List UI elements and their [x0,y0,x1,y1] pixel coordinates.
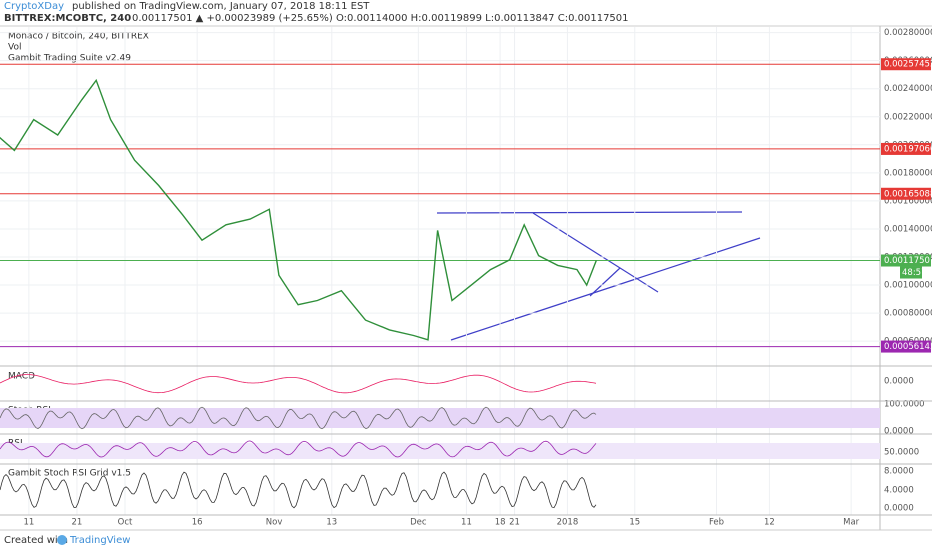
y-tick-label: 0.00100000 [884,281,932,291]
level-box [881,142,931,155]
pane-tick: 0.0000 [884,504,914,514]
ohlc: 0.00117501 ▲ +0.00023989 (+25.65%) O:0.0… [132,13,629,24]
rsi-line [0,440,597,458]
pane-tick: 0.0000 [884,377,914,387]
pane-tick: 100.0000 [884,400,925,410]
legend-suite: Gambit Trading Suite v2.49 [8,54,131,64]
x-tick-label: 12 [764,518,775,528]
level-label: 0.00197060 [884,144,932,154]
countdown-box [900,266,922,279]
x-tick-label: 11 [23,518,34,528]
stoch-band [0,408,880,428]
x-tick-label: 2018 [557,518,579,528]
pane-title: MACD [8,372,35,382]
pane-tick: 8.0000 [884,467,914,477]
symbol: BITTREX:MCOBTC, 240 [4,13,131,24]
pane-tick: 4.0000 [884,486,914,496]
x-tick-label: Nov [266,518,283,528]
legend-pair: Monaco / Bitcoin, 240, BITTREX [8,32,149,42]
level-label: 0.00117501 [884,256,932,266]
x-tick-label: 13 [326,518,337,528]
author[interactable]: CryptoXDay [4,1,64,12]
level-label: 0.00165088 [884,189,932,199]
y-tick-label: 0.00180000 [884,168,932,178]
x-tick-label: 21 [72,518,83,528]
level-box [881,187,931,200]
level-label: 0.00056145 [884,342,932,352]
stoch-line [0,406,597,430]
countdown: 48:57 [902,268,927,278]
trend-line [450,237,761,341]
y-tick-label: 0.00080000 [884,309,932,319]
macd-line [0,374,597,394]
x-tick-label: 15 [629,518,640,528]
pane-tick: 0.0000 [884,427,914,437]
level-label: 0.00257452 [884,60,932,70]
x-tick-label: Dec [410,518,427,528]
x-tick-label: 21 [509,518,520,528]
y-tick-label: 0.00280000 [884,28,932,38]
trend-line [589,267,621,297]
rsi-band [0,443,880,459]
legend-vol: Vol [8,43,21,53]
x-tick-label: Mar [843,518,860,528]
tv-logo [57,535,67,545]
x-tick-label: 16 [192,518,203,528]
x-tick-label: 18 [495,518,506,528]
x-tick-label: 11 [461,518,472,528]
x-tick-label: Oct [118,518,133,528]
level-box [881,254,931,267]
level-box [881,58,931,71]
footer-brand[interactable]: TradingView [69,535,130,546]
published: published on TradingView.com, January 07… [72,1,370,12]
y-tick-label: 0.00220000 [884,112,932,122]
trend-line [436,211,743,214]
pane-tick: 50.0000 [884,448,919,458]
y-tick-label: 0.00140000 [884,224,932,234]
y-tick-label: 0.00240000 [884,84,932,94]
pane-title: Gambit Stoch RSI Grid v1.5 [8,469,131,479]
panes [0,365,932,531]
y-tick-label: 0.00160000 [884,196,932,206]
footer-created: Created with [4,535,68,546]
grid-line-osc [0,471,597,509]
price-line [0,78,597,341]
level-box [881,340,931,353]
x-tick-label: Feb [709,518,724,528]
